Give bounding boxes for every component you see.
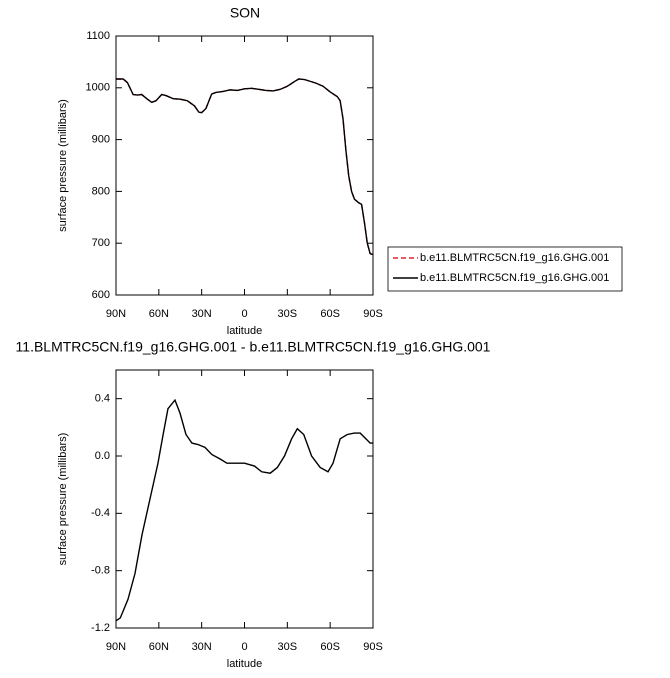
x-axis-label: latitude [227,325,262,337]
x-axis-label: latitude [227,658,262,670]
y-tick-label: -0.4 [91,507,110,519]
legend-label: b.e11.BLMTRC5CN.f19_g16.GHG.001 [420,272,609,284]
data-line [116,78,374,256]
x-tick-label: 30N [192,308,212,320]
y-axis-label: surface pressure (millibars) [57,99,69,232]
chart-title: 11.BLMTRC5CN.f19_g16.GHG.001 - b.e11.BLM… [16,339,491,355]
y-axis-label: surface pressure (millibars) [57,433,69,566]
y-tick-label: 1100 [86,30,110,42]
x-tick-label: 30S [278,641,298,653]
chart-title: SON [230,5,260,21]
data-line [115,398,373,622]
data-line [116,78,374,256]
x-tick-label: 60S [320,308,340,320]
x-tick-label: 0 [241,641,247,653]
x-tick-label: 90N [106,641,126,653]
x-tick-label: 30S [278,308,298,320]
plot-frame [115,35,374,296]
y-tick-label: 700 [92,237,110,249]
y-tick-label: 900 [92,134,110,146]
x-tick-label: 30N [192,641,212,653]
x-tick-label: 90S [363,308,383,320]
y-tick-label: 0.0 [95,450,110,462]
x-tick-label: 90N [106,308,126,320]
y-tick-label: 600 [92,289,110,301]
y-tick-label: 1000 [86,82,110,94]
plot-frame [115,369,374,629]
legend-box [387,246,623,292]
y-tick-label: -0.8 [91,565,110,577]
x-tick-label: 60S [320,641,340,653]
x-tick-label: 0 [241,308,247,320]
x-tick-label: 90S [363,641,383,653]
x-tick-label: 60N [149,308,169,320]
y-tick-label: 800 [92,185,110,197]
y-tick-label: 0.4 [95,393,110,405]
y-tick-label: -1.2 [91,622,110,634]
legend-label: b.e11.BLMTRC5CN.f19_g16.GHG.001 [420,252,609,264]
x-tick-label: 60N [149,641,169,653]
